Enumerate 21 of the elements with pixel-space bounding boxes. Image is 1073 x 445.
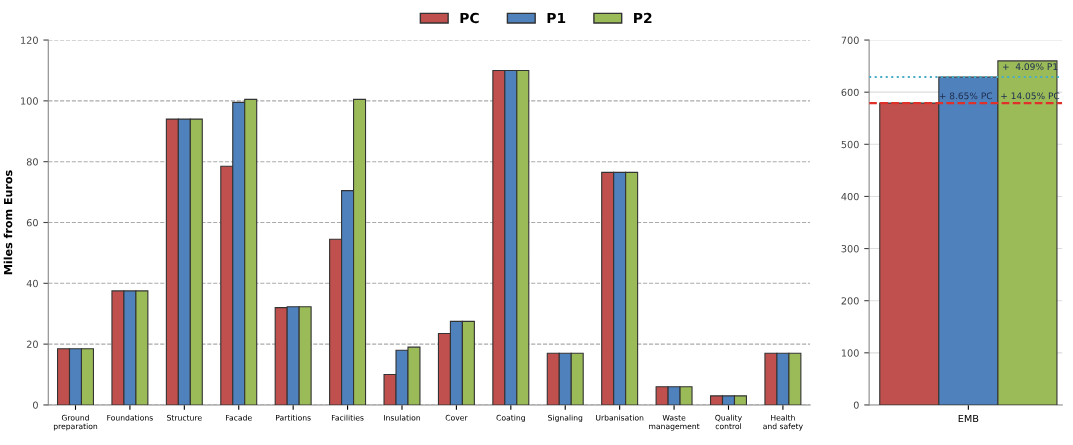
y-tick-label: 0 <box>853 401 859 409</box>
y-tick-label: 700 <box>841 36 859 44</box>
y-tick-label: 0 <box>33 401 38 409</box>
legend-label: PC <box>460 12 479 24</box>
y-tick-label: 500 <box>841 140 859 149</box>
y-tick-label: 80 <box>26 158 38 166</box>
y-tick-label: 400 <box>841 192 859 201</box>
legend-label: P1 <box>547 12 566 24</box>
y-tick-label: 20 <box>26 340 38 348</box>
y-tick-label: 600 <box>841 88 859 97</box>
x-tick-label: EMB <box>958 414 979 423</box>
y-tick-label: 120 <box>21 36 38 44</box>
annotation: + 8.65% PC <box>939 92 993 100</box>
y-tick-label: 300 <box>841 245 859 253</box>
y-tick-label: 40 <box>26 279 38 288</box>
y-tick-label: 200 <box>841 297 859 305</box>
y-tick-label: 100 <box>21 97 38 105</box>
legend-label: P2 <box>634 12 652 24</box>
y-tick-label: 60 <box>26 218 38 227</box>
y-tick-label: 100 <box>841 349 859 357</box>
y-axis-title: Miles from Euros <box>3 170 13 275</box>
